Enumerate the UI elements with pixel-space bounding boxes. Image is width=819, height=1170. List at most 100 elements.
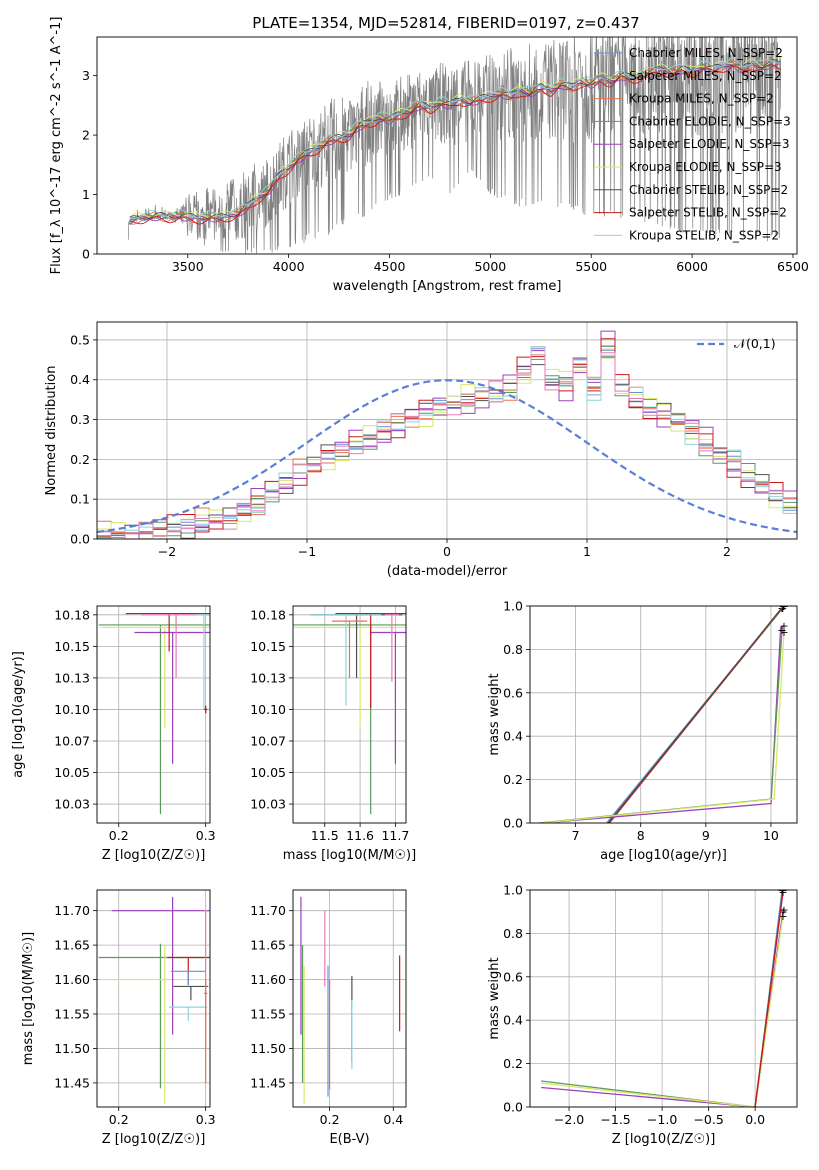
x-axis-label: E(B-V) [329,1132,369,1147]
legend-label: Salpeter MILES, N_SSP=2 [629,69,782,83]
x-tick-label: −1.0 [647,1112,677,1127]
errorbar-point [173,985,209,1001]
errorbar-point [384,614,399,682]
y-tick-label: 0.1 [70,492,90,507]
y-tick-label: 0.4 [503,1013,523,1028]
axes-frame [529,889,798,1108]
x-tick-label: 9 [702,828,710,843]
y-tick-label: 1.0 [503,883,523,898]
model-spectrum-line [129,59,782,220]
y-tick-label: 11.60 [250,972,286,987]
y-tick-label: 10.05 [250,765,286,780]
errorbar-point [134,631,210,764]
y-tick-label: 11.50 [54,1041,90,1056]
cumulative-line [780,629,783,635]
axes-frame [529,605,798,824]
z_vs_age-plot-area [98,612,210,815]
z_vs_mass-panel: 0.2 0.3 11.45 11.50 11.55 11.60 11.65 11.70 Z [l… [21,889,216,1147]
errorbar-point [170,970,206,986]
x-tick-label: 2 [723,544,731,559]
cumulative-line [541,915,784,1107]
point-marker: + [778,910,787,923]
age_cumulative-panel: 7 8 9 10 0.0 0.2 0.4 0.6 0.8 1.0 age [log10(age/yr… [487,599,798,863]
legend-label: Chabrier STELIB, N_SSP=2 [629,183,788,197]
y-tick-label: 10.07 [250,733,286,748]
y-tick-label: 0.2 [70,452,90,467]
x-tick-label: 11.7 [381,828,409,843]
y-tick-label: 11.65 [54,938,90,953]
x-tick-label: 11.5 [311,828,339,843]
x-tick-label: −0.5 [693,1112,723,1127]
errorbar-point [370,631,406,764]
cumulative-line [542,631,785,823]
x-tick-label: 3500 [172,259,204,274]
legend-label: Salpeter ELODIE, N_SSP=3 [629,137,790,151]
x-tick-label: −1.5 [600,1112,630,1127]
y-tick-label: 10.10 [250,702,286,717]
y-tick-label: 10.03 [250,797,286,812]
model-spectrum-line [129,61,782,225]
cumulative-line [542,624,785,823]
point-marker: + [779,600,788,613]
point-marker: + [777,602,786,615]
point-marker: + [777,624,786,637]
figure-title: PLATE=1354, MJD=52814, FIBERID=0197, z=0… [252,14,639,32]
legend: Chabrier MILES, N_SSP=2 Salpeter MILES, N… [594,46,791,242]
y-tick-label: 0.0 [503,816,523,831]
legend-label: Kroupa ELODIE, N_SSP=3 [629,160,782,174]
x-axis-label: Z [log10(Z/Z☉)] [102,1132,206,1147]
y-tick-label: 0.5 [70,332,90,347]
x-tick-label: 5000 [474,259,506,274]
x-tick-label: 0.2 [109,828,129,843]
legend-label: 𝒩(0,1) [734,336,776,351]
cumulative-line [539,629,783,823]
point-marker: + [779,904,788,917]
y-tick-label: 10.13 [250,670,286,685]
y-tick-label: 11.50 [250,1041,286,1056]
axes-frame [96,889,211,1108]
axes-frame [96,36,798,255]
legend-label: Salpeter STELIB, N_SSP=2 [629,206,787,220]
errorbar-point [111,896,210,1035]
y-tick-label: 0.0 [70,532,90,547]
legend: 𝒩(0,1) [697,336,776,351]
ebv_vs_mass-plot-area [300,896,401,1104]
x-tick-label: 10 [763,828,779,843]
y-tick-label: 0 [82,247,90,262]
point-marker: + [778,602,787,615]
errorbar-point [100,945,210,1104]
errorbar-point [98,943,210,1089]
point-marker: + [779,626,788,639]
x-tick-label: 0.2 [320,1112,340,1127]
y-tick-label: 10.05 [54,765,90,780]
errorbar-point [335,612,406,709]
axes-frame [292,605,407,824]
legend-label: Kroupa MILES, N_SSP=2 [629,92,774,106]
y-tick-label: 0.6 [503,685,523,700]
x-tick-label: 0.0 [745,1112,765,1127]
errorbar-point [98,624,210,815]
y-tick-label: 11.45 [54,1075,90,1090]
age_cumulative-plot-area: +++++++++ [539,600,789,823]
errorbar-point [310,614,382,706]
legend-label: Chabrier ELODIE, N_SSP=3 [629,114,791,128]
residuals-plot-area [97,330,797,539]
y-tick-label: 0.4 [503,729,523,744]
x-tick-label: 0.3 [196,1112,216,1127]
z_cumulative-plot-area: ++++++++ [541,890,789,1107]
y-axis-label: mass weight [487,957,502,1039]
x-tick-label: 8 [637,828,645,843]
cumulative-line [754,892,784,1107]
x-tick-label: 11.6 [346,828,374,843]
z_cumulative-panel: −2.0 −1.5 −1.0 −0.5 0.0 0.0 0.2 0.4 0.6 0.8 1.0 Z [… [487,883,798,1147]
y-tick-label: 0.4 [70,372,90,387]
spectrum-plot-area [127,37,782,254]
x-tick-label: 1 [583,544,591,559]
y-tick-label: 10.15 [54,639,90,654]
cumulative-line [607,606,784,823]
x-tick-label: 0.2 [109,1112,129,1127]
x-tick-label: 5500 [575,259,607,274]
errorbar-point [169,1006,208,1021]
errorbar-point [331,620,368,678]
